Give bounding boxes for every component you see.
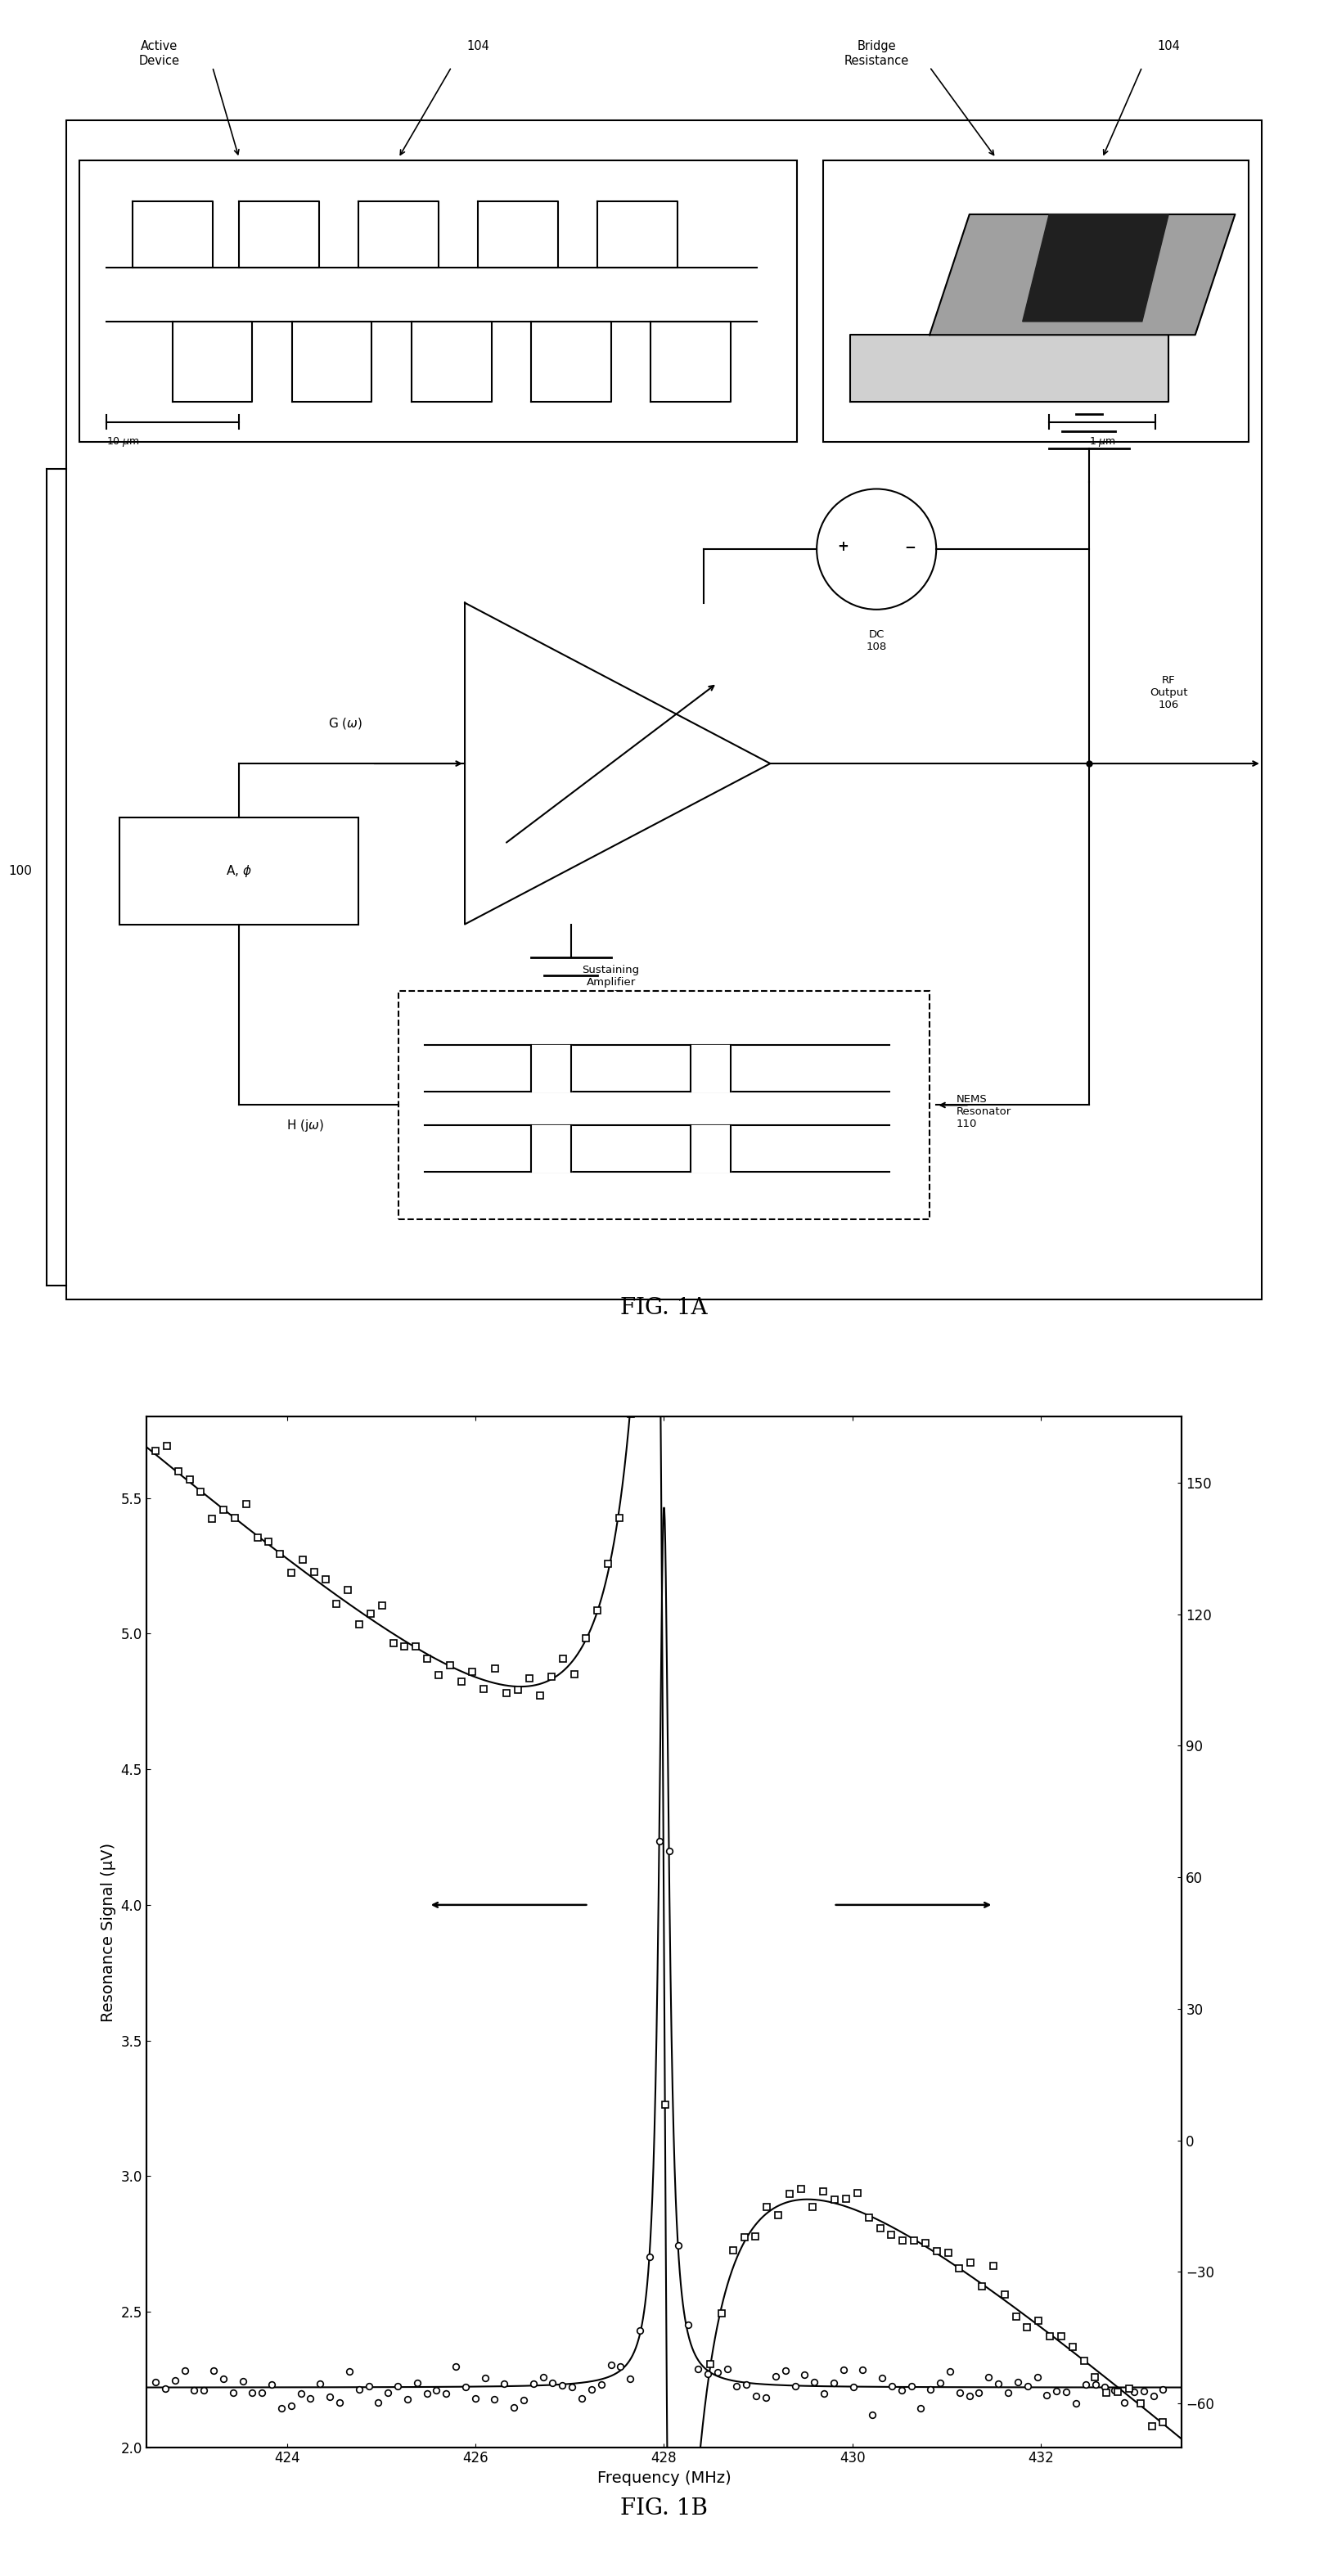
Text: NEMS
Resonator
110: NEMS Resonator 110 [956,1095,1011,1128]
Text: Sustaining
Amplifier
102: Sustaining Amplifier 102 [582,963,640,999]
X-axis label: Frequency (MHz): Frequency (MHz) [598,2470,730,2486]
Text: 1 $\mu$m: 1 $\mu$m [1089,435,1116,448]
Polygon shape [850,335,1169,402]
Bar [823,160,1248,443]
Bar [120,817,359,925]
Text: −: − [904,538,915,554]
Bar [398,992,930,1218]
Text: G ($\omega$): G ($\omega$) [328,716,363,732]
Text: Bridge
Resistance: Bridge Resistance [845,41,908,67]
Polygon shape [930,214,1235,335]
Text: DC
108: DC 108 [866,629,887,652]
Text: H (j$\omega$): H (j$\omega$) [287,1118,324,1133]
Text: 100: 100 [8,866,32,876]
Polygon shape [691,1046,730,1092]
Text: FIG. 1A: FIG. 1A [620,1298,708,1319]
Text: A, $\phi$: A, $\phi$ [226,863,252,878]
Bar [66,121,1262,1298]
Polygon shape [531,1046,571,1092]
Polygon shape [1023,214,1169,322]
Text: 104: 104 [1157,41,1181,52]
Bar [80,160,797,443]
Text: Active
Device: Active Device [139,41,179,67]
Polygon shape [531,1126,571,1172]
Text: RF
Output
106: RF Output 106 [1150,675,1187,711]
Text: FIG. 1B: FIG. 1B [620,2496,708,2519]
Text: +: + [838,538,849,554]
Polygon shape [691,1126,730,1172]
Text: 10 $\mu$m: 10 $\mu$m [106,435,139,448]
Y-axis label: Resonance Signal (μV): Resonance Signal (μV) [101,1842,116,2022]
Polygon shape [465,603,770,925]
Text: 104: 104 [466,41,490,52]
